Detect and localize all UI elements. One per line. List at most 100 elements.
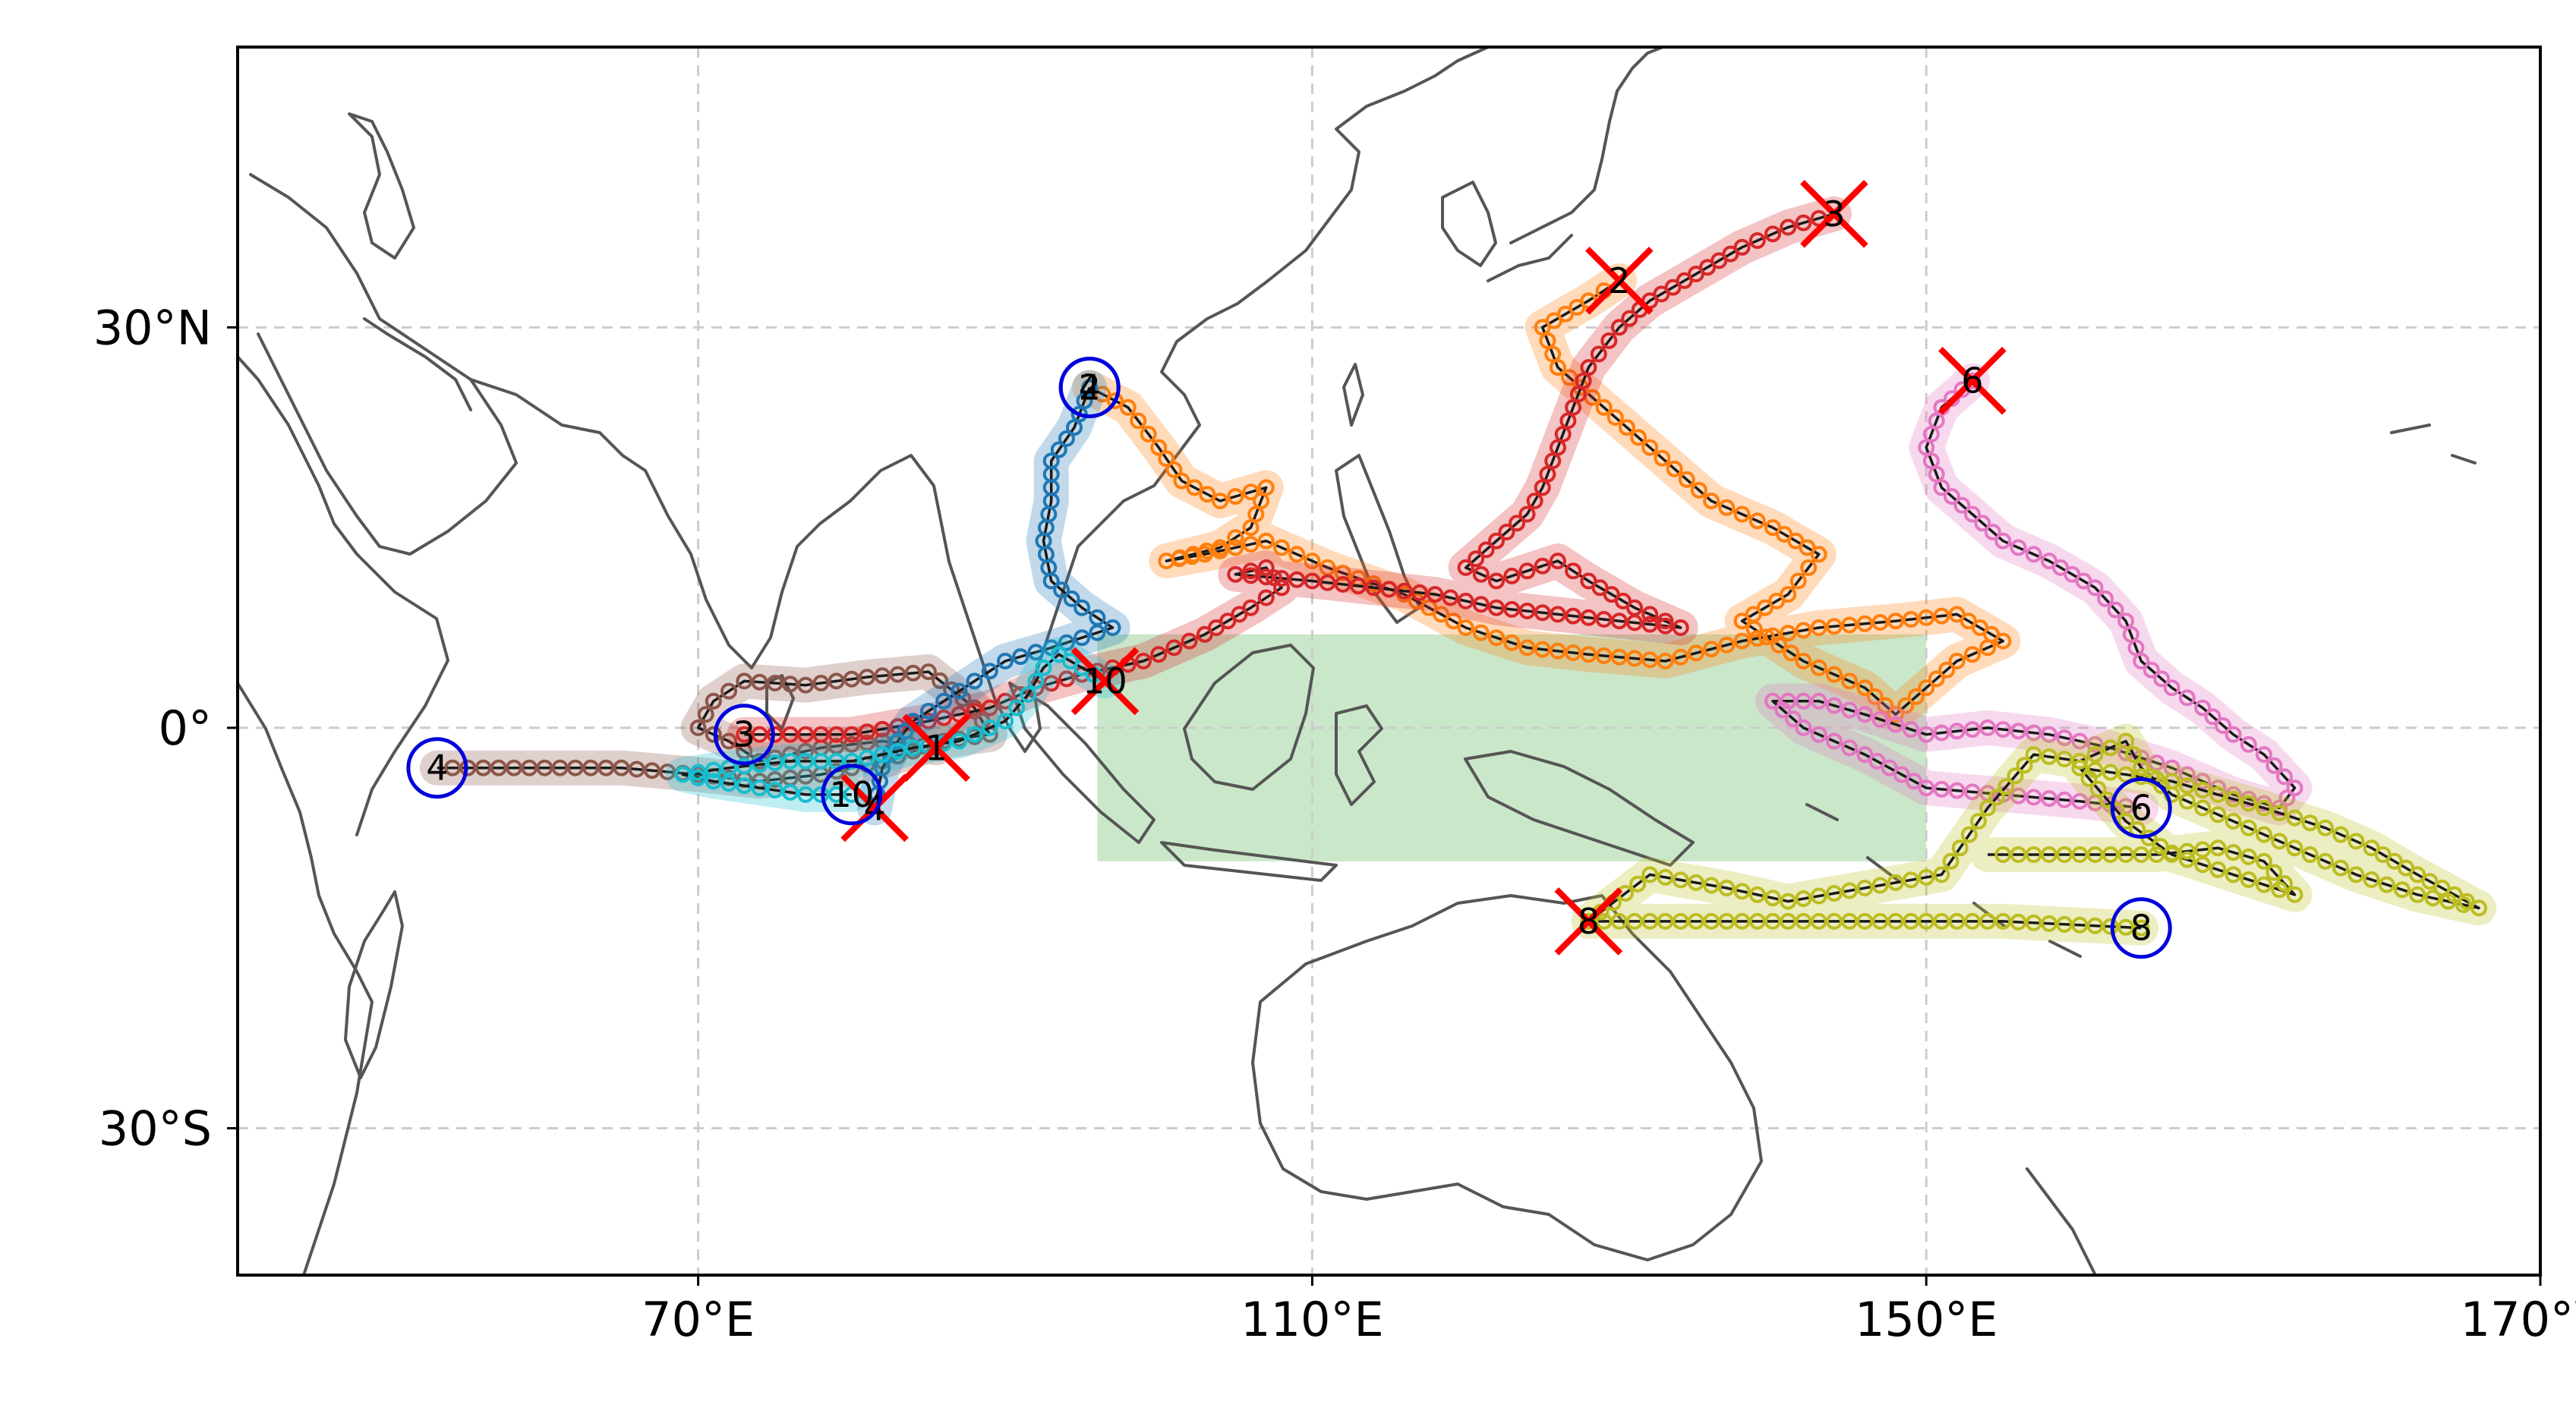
- track-point: [2089, 780, 2107, 798]
- track-point: [843, 670, 860, 688]
- track-point: [951, 682, 968, 700]
- track-point: [1703, 912, 1720, 930]
- track-point: [828, 672, 845, 690]
- track-point: [1887, 716, 1904, 733]
- track-point: [1690, 481, 1707, 499]
- track-point: [828, 726, 845, 743]
- track-start-label: 2: [1079, 367, 1101, 408]
- track-point: [1810, 619, 1827, 636]
- track-point: [2276, 768, 2293, 786]
- track-point: [1969, 813, 1987, 830]
- track-point: [705, 773, 722, 790]
- track-point: [2224, 726, 2242, 743]
- track-point: [1063, 590, 1080, 607]
- track-point: [797, 676, 815, 694]
- plot-frame: [236, 46, 2542, 1277]
- track-point: [2240, 848, 2257, 865]
- track-point: [2194, 782, 2212, 798]
- track-point: [2194, 699, 2212, 716]
- track-point: [2086, 579, 2104, 597]
- track-point: [1008, 699, 1026, 716]
- track-point: [1887, 874, 1904, 891]
- track-point: [1140, 426, 1157, 442]
- x-tick-label: 110°E: [1241, 1292, 1384, 1347]
- track-point: [1764, 912, 1781, 930]
- track-point: [1074, 629, 1091, 647]
- track-point: [2209, 786, 2227, 803]
- track-point: [1856, 912, 1874, 930]
- track-point: [2240, 819, 2257, 836]
- track-point: [2378, 876, 2395, 893]
- track-point: [2071, 759, 2089, 776]
- track-point: [1841, 912, 1859, 930]
- track-point: [521, 759, 538, 776]
- track-point: [1027, 672, 1045, 690]
- track-point: [689, 764, 707, 781]
- track-point: [1196, 546, 1213, 563]
- track-point: [2041, 748, 2057, 765]
- track-point: [1641, 439, 1659, 456]
- track-point: [1960, 826, 1978, 843]
- track-point: [2056, 729, 2073, 747]
- track-8: [1571, 723, 2497, 946]
- track-point: [1780, 912, 1797, 930]
- track-point: [2276, 875, 2293, 893]
- track-point: [2424, 890, 2442, 907]
- track-point: [2256, 826, 2272, 843]
- track-point: [1774, 701, 1792, 719]
- track-point: [1641, 616, 1659, 633]
- track-line: [1771, 379, 2297, 810]
- track-point: [1841, 672, 1859, 690]
- track-point: [1165, 639, 1183, 657]
- y-tick-label: 30°N: [93, 300, 212, 355]
- track-point: [2007, 767, 2024, 785]
- track-point: [2071, 752, 2089, 770]
- track-point: [1119, 398, 1137, 416]
- track-point: [1795, 692, 1812, 710]
- track-point: [2224, 844, 2242, 861]
- track-point: [2010, 846, 2027, 863]
- track-point: [1058, 430, 1075, 447]
- track-point: [781, 752, 799, 770]
- track-point: [2240, 871, 2257, 888]
- track-point: [2086, 846, 2104, 863]
- track-point: [1780, 893, 1797, 910]
- track-point: [2010, 723, 2027, 740]
- track-point: [1445, 613, 1462, 630]
- track-point: [2178, 766, 2196, 783]
- track-point: [1994, 632, 2012, 650]
- track-point: [1687, 874, 1704, 891]
- track-point: [812, 786, 830, 803]
- track-point: [1770, 636, 1788, 653]
- track-end-marker: [1070, 647, 1140, 716]
- track-point: [1868, 752, 1886, 770]
- track-point: [1242, 536, 1260, 553]
- track-point: [1058, 634, 1075, 651]
- grid-layer: [238, 47, 2540, 1275]
- track-point: [1657, 613, 1674, 630]
- track-point: [766, 675, 784, 691]
- track-point: [2394, 881, 2410, 899]
- track-point: [2041, 915, 2057, 932]
- track-end-marker: [1554, 887, 1623, 956]
- track-point: [1420, 599, 1438, 616]
- track-point: [2470, 899, 2488, 917]
- track-point: [2025, 724, 2042, 742]
- track-point: [1783, 644, 1800, 662]
- track-point: [1871, 710, 1889, 728]
- track-point: [1549, 553, 1566, 570]
- track-point: [2056, 846, 2073, 863]
- track-point: [1457, 619, 1474, 636]
- track-point: [597, 759, 615, 776]
- track-point: [1641, 866, 1659, 883]
- track-point: [1042, 675, 1060, 692]
- track-point: [1963, 912, 1981, 930]
- track-point: [475, 759, 492, 776]
- track-point: [1641, 651, 1659, 669]
- track-point: [1626, 650, 1643, 667]
- track-point: [1442, 589, 1459, 606]
- track-point: [2286, 809, 2303, 827]
- track-point: [1718, 636, 1736, 653]
- track-point: [1963, 505, 1981, 523]
